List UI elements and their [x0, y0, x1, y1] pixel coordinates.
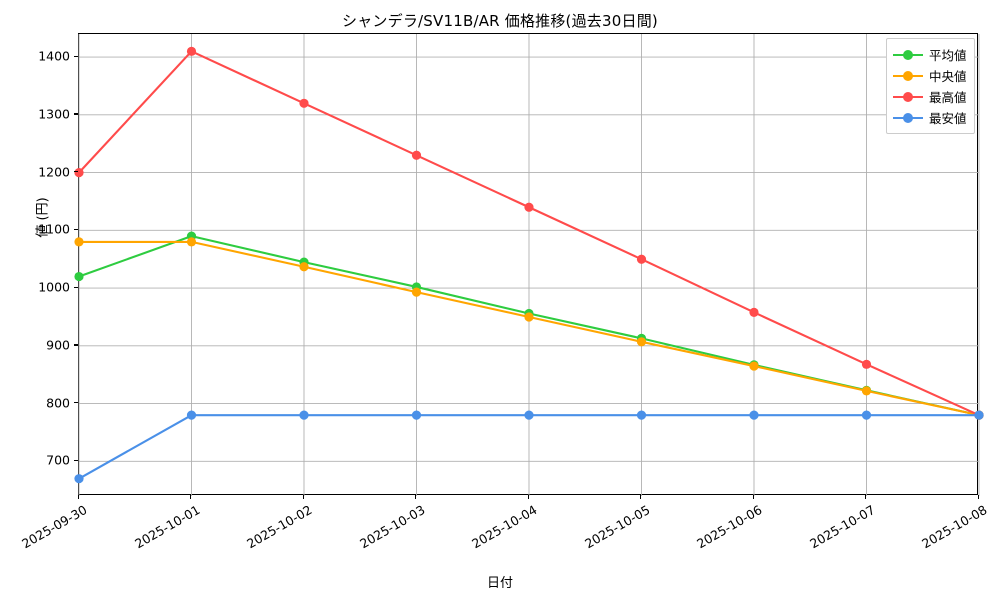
data-point: [299, 98, 309, 108]
data-point: [861, 410, 872, 420]
data-point: [636, 337, 647, 347]
x-tick-mark: [865, 495, 867, 499]
x-tick-label: 2025-10-05: [581, 502, 652, 552]
x-tick-label: 2025-09-30: [19, 502, 90, 552]
x-tick-mark: [77, 495, 79, 499]
x-tick-mark: [190, 495, 192, 499]
x-tick-mark: [527, 495, 529, 499]
data-point: [524, 202, 534, 212]
data-point: [749, 361, 759, 371]
x-tick-mark: [302, 495, 304, 499]
y-tick-mark: [74, 228, 78, 231]
x-tick-label: 2025-10-02: [244, 502, 315, 552]
legend-item-1[interactable]: 中央値: [893, 65, 967, 86]
legend-item-0[interactable]: 平均値: [893, 44, 967, 65]
data-point: [636, 410, 647, 420]
legend-swatch-icon: [893, 48, 923, 62]
data-point: [861, 386, 872, 396]
data-point: [74, 474, 84, 484]
data-point: [749, 410, 759, 420]
y-tick-mark: [74, 459, 78, 462]
data-point: [299, 262, 309, 272]
y-tick-label: 1400: [38, 48, 70, 64]
series-line-3: [77, 414, 981, 480]
x-tick-label: 2025-10-01: [131, 502, 202, 552]
data-point: [186, 46, 197, 56]
series-line-1: [77, 240, 981, 417]
legend-swatch-icon: [893, 90, 923, 104]
y-tick-mark: [74, 113, 78, 115]
legend-swatch-icon: [893, 111, 923, 125]
x-tick-label: 2025-10-03: [356, 502, 427, 552]
legend-item-2[interactable]: 最高値: [893, 86, 967, 107]
data-point: [411, 287, 422, 297]
data-point: [636, 254, 647, 264]
data-point: [974, 410, 984, 420]
legend-item-3[interactable]: 最安値: [893, 107, 967, 128]
x-tick-label: 2025-10-06: [694, 502, 765, 552]
y-tick-label: 1100: [38, 221, 70, 237]
series-lines: [74, 46, 984, 484]
chart-legend: 平均値中央値最高値最安値: [886, 38, 975, 134]
series-line-2: [77, 50, 981, 417]
y-tick-mark: [74, 171, 78, 173]
data-point: [524, 410, 534, 420]
y-tick-label: 700: [46, 452, 70, 468]
y-tick-mark: [74, 402, 78, 404]
y-tick-label: 800: [46, 395, 70, 411]
series-line-0: [77, 235, 981, 417]
legend-label: 最安値: [929, 111, 967, 126]
x-tick-label: 2025-10-08: [919, 502, 990, 552]
y-tick-label: 900: [46, 337, 70, 353]
data-point: [299, 410, 309, 420]
data-point: [861, 359, 872, 369]
legend-label: 平均値: [929, 48, 967, 63]
legend-label: 最高値: [929, 90, 967, 105]
legend-label: 中央値: [929, 69, 967, 84]
y-tick-mark: [74, 286, 78, 288]
x-tick-mark: [752, 495, 754, 499]
legend-swatch-icon: [893, 69, 923, 83]
plot-area: [74, 33, 984, 496]
x-axis-label: 日付: [486, 576, 513, 591]
chart-title: シャンデラ/SV11B/AR 価格推移(過去30日間): [342, 12, 658, 30]
y-tick-label: 1300: [38, 106, 70, 122]
data-point: [524, 312, 534, 322]
x-tick-mark: [640, 495, 642, 499]
data-point: [74, 168, 84, 178]
x-tick-label: 2025-10-04: [469, 502, 540, 552]
x-tick-mark: [977, 495, 979, 499]
data-point: [74, 237, 84, 247]
y-tick-label: 1200: [38, 164, 70, 180]
x-tick-label: 2025-10-07: [806, 502, 877, 552]
data-point: [411, 150, 422, 160]
data-point: [186, 410, 197, 420]
data-point: [749, 307, 759, 317]
x-tick-mark: [415, 495, 417, 499]
data-point: [411, 410, 422, 420]
data-point: [74, 271, 84, 282]
y-tick-label: 1000: [38, 279, 70, 295]
y-tick-mark: [74, 344, 78, 346]
y-tick-mark: [74, 55, 78, 57]
data-point: [186, 237, 197, 247]
